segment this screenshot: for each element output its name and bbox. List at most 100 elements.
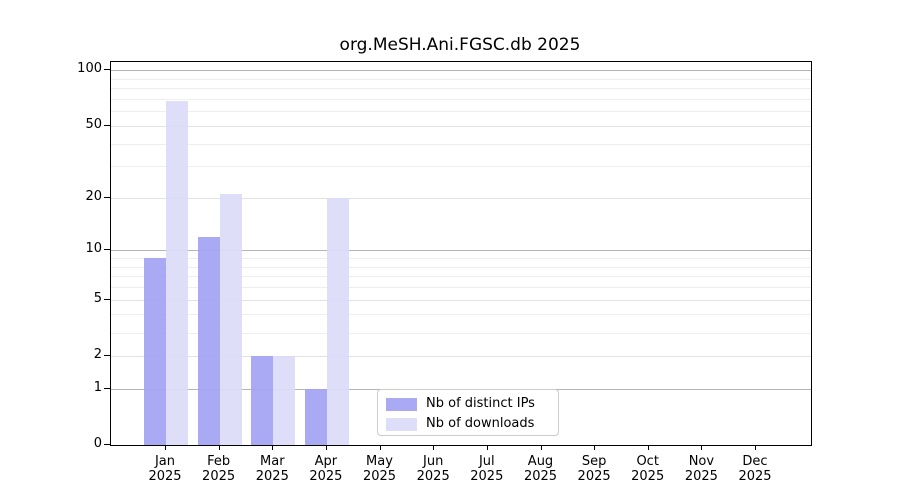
gridline-y-5 <box>111 299 811 301</box>
gridline-y-8 <box>111 266 811 268</box>
legend: Nb of distinct IPs Nb of downloads <box>377 389 559 436</box>
gridline-y-30 <box>111 166 811 168</box>
x-tick-year: 2025 <box>523 469 558 484</box>
gridline-y-60 <box>111 111 811 113</box>
x-tick-year: 2025 <box>255 469 289 484</box>
x-tick-month: Oct <box>636 454 659 469</box>
x-tick-year: 2025 <box>577 469 611 484</box>
y-tick-mark-20 <box>104 196 110 198</box>
x-tick-month: Jun <box>423 454 444 469</box>
x-tick-label-feb: Feb 2025 <box>187 454 251 484</box>
x-tick-mark-mar <box>272 446 274 450</box>
x-tick-mark-sep <box>594 446 596 450</box>
x-tick-year: 2025 <box>362 469 397 484</box>
x-tick-year: 2025 <box>416 469 450 484</box>
bar-ips-apr <box>304 388 327 445</box>
bar-downloads-mar <box>273 355 296 445</box>
y-tick-mark-50 <box>104 124 110 126</box>
y-tick-label-100: 100 <box>77 61 102 77</box>
gridline-y-80 <box>111 88 811 90</box>
x-tick-month: May <box>366 454 393 469</box>
bar-ips-jan <box>144 258 166 445</box>
bar-downloads-apr <box>326 197 349 445</box>
x-tick-mark-jun <box>433 446 435 450</box>
x-tick-year: 2025 <box>684 469 718 484</box>
x-tick-label-jan: Jan 2025 <box>133 454 197 484</box>
y-tick-mark-1 <box>104 387 110 389</box>
gridline-y-7 <box>111 276 811 278</box>
x-tick-year: 2025 <box>202 469 236 484</box>
gridline-y-4 <box>111 314 811 316</box>
gridline-y-100 <box>111 70 811 72</box>
x-tick-label-aug: Aug 2025 <box>509 454 573 484</box>
x-tick-month: Nov <box>688 454 715 469</box>
x-tick-mark-dec <box>755 446 756 450</box>
x-tick-mark-nov <box>701 446 703 450</box>
bar-downloads-feb <box>219 194 242 445</box>
y-tick-mark-0 <box>104 444 110 445</box>
bar-ips-feb <box>197 236 220 445</box>
x-tick-month: Dec <box>742 454 768 469</box>
gridline-y-70 <box>111 99 811 100</box>
gridline-y-50 <box>111 125 811 127</box>
legend-item-distinct-ips: Nb of distinct IPs <box>386 395 558 413</box>
gridline-y-10 <box>111 250 811 252</box>
x-tick-month: Mar <box>260 454 285 469</box>
x-tick-month: Jan <box>154 454 176 469</box>
y-tick-mark-5 <box>104 298 110 300</box>
x-tick-mark-oct <box>647 446 649 450</box>
x-tick-label-mar: Mar 2025 <box>240 454 304 484</box>
gridline-y-2 <box>111 355 811 357</box>
x-tick-month: Sep <box>581 454 607 469</box>
gridline-y-3 <box>111 332 811 334</box>
x-tick-mark-jan <box>165 446 166 450</box>
x-tick-year: 2025 <box>738 469 772 484</box>
x-tick-year: 2025 <box>470 469 504 484</box>
x-tick-month: Jul <box>478 454 495 469</box>
x-tick-mark-may <box>379 446 381 450</box>
x-tick-mark-feb <box>218 446 220 450</box>
x-tick-year: 2025 <box>631 469 665 484</box>
y-tick-mark-100 <box>104 69 110 71</box>
bar-ips-mar <box>251 355 274 445</box>
legend-item-downloads: Nb of downloads <box>386 415 558 433</box>
chart-title: org.MeSH.Ani.FGSC.db 2025 <box>339 35 581 55</box>
plot-area <box>110 61 812 446</box>
gridline-y-90 <box>111 78 811 80</box>
x-tick-mark-apr <box>325 446 327 450</box>
y-tick-label-10: 10 <box>85 241 102 257</box>
x-tick-label-jul: Jul 2025 <box>455 454 519 484</box>
y-tick-label-1: 1 <box>93 379 102 395</box>
legend-swatch-downloads <box>386 417 417 431</box>
x-tick-label-oct: Oct 2025 <box>616 454 680 484</box>
x-tick-label-apr: Apr 2025 <box>294 454 358 484</box>
x-tick-label-may: May 2025 <box>348 454 412 484</box>
x-tick-label-sep: Sep 2025 <box>562 454 626 484</box>
gridline-y-40 <box>111 143 811 145</box>
gridline-y-6 <box>111 287 811 289</box>
y-tick-mark-10 <box>104 249 110 251</box>
x-tick-month: Feb <box>207 454 231 469</box>
y-tick-mark-2 <box>104 354 110 356</box>
legend-label-downloads: Nb of downloads <box>426 416 535 431</box>
y-tick-label-50: 50 <box>85 116 102 132</box>
y-tick-label-20: 20 <box>85 188 102 204</box>
bar-downloads-jan <box>166 101 188 445</box>
x-tick-label-dec: Dec 2025 <box>723 454 787 484</box>
x-tick-mark-jul <box>486 446 488 450</box>
x-tick-year: 2025 <box>309 469 343 484</box>
x-tick-label-nov: Nov 2025 <box>669 454 733 484</box>
gridline-y-20 <box>111 197 811 199</box>
y-tick-label-0: 0 <box>93 436 102 451</box>
y-tick-label-5: 5 <box>93 290 102 306</box>
legend-label-distinct-ips: Nb of distinct IPs <box>426 396 535 411</box>
x-tick-month: Aug <box>527 454 554 469</box>
x-tick-month: Apr <box>314 454 338 469</box>
legend-swatch-distinct-ips <box>386 397 417 411</box>
x-tick-mark-aug <box>540 446 542 450</box>
x-tick-year: 2025 <box>148 469 182 484</box>
y-tick-label-2: 2 <box>93 346 102 362</box>
x-tick-label-jun: Jun 2025 <box>401 454 465 484</box>
gridline-y-9 <box>111 258 811 260</box>
